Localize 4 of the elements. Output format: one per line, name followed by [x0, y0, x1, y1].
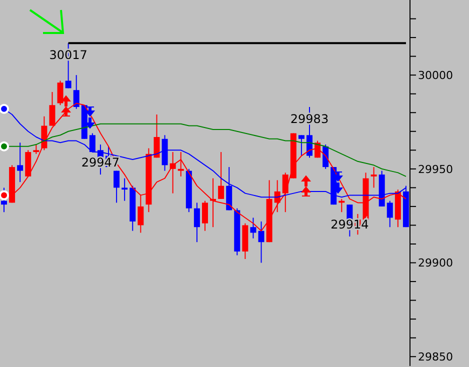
y-tick-label: 29950 [418, 162, 453, 176]
y-tick-label: 29900 [418, 256, 453, 270]
y-tick-label: 30000 [418, 68, 453, 82]
y-tick-label: 29850 [418, 350, 453, 364]
